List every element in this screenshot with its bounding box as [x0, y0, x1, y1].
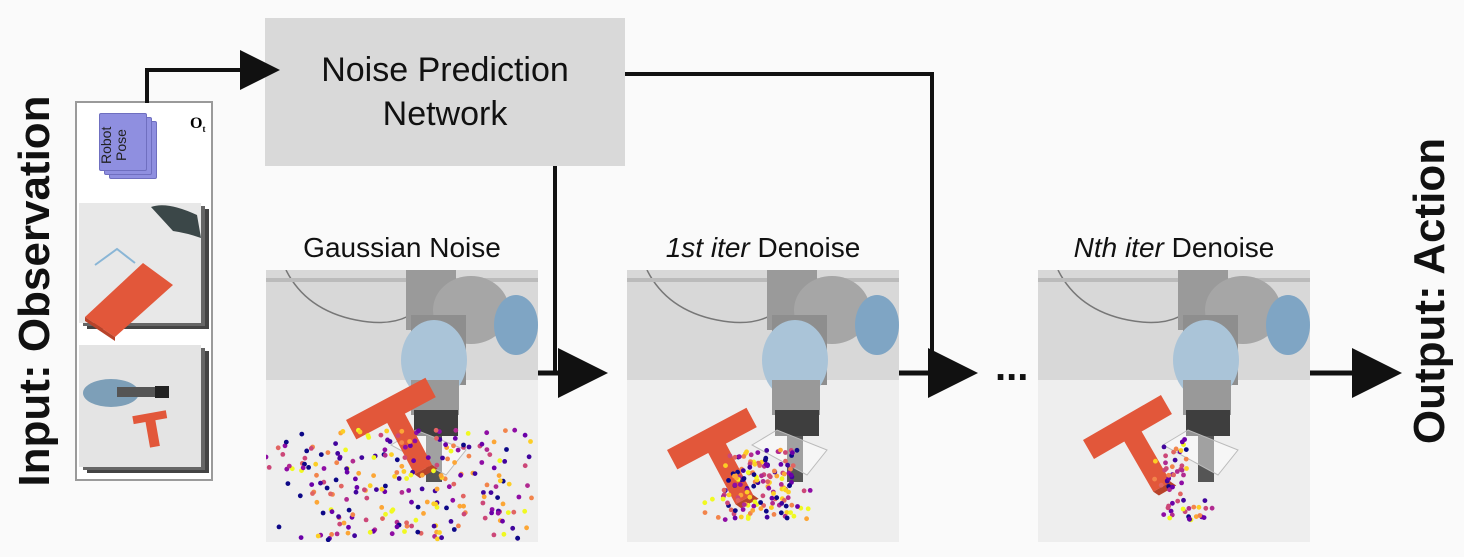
- network-title-line1: Noise Prediction: [321, 51, 569, 89]
- scene-gaussian-noise: [266, 270, 538, 542]
- scene-nth-iter: [1038, 270, 1310, 542]
- network-title-line2: Network: [382, 95, 508, 133]
- caption-first-iter: 1st iter Denoise: [665, 232, 861, 263]
- caption-nth-iter: Nth iter Denoise: [1073, 232, 1275, 263]
- scene-first-iter: [627, 270, 899, 542]
- noise-prediction-network-box: Noise Prediction Network: [265, 18, 625, 166]
- ellipsis: ...: [995, 345, 1029, 389]
- pose-card-front: [99, 113, 147, 171]
- observation-symbol: Ot: [190, 115, 206, 135]
- panel-gaussian-noise: [266, 270, 538, 542]
- panel-nth-iter: [1038, 270, 1310, 542]
- observation-card: [75, 101, 213, 481]
- observation-images: [79, 203, 209, 473]
- arrow-observation-to-network: [145, 50, 280, 103]
- caption-gaussian-noise: Gaussian Noise: [303, 232, 501, 263]
- arrow-network-to-nth: [625, 72, 934, 373]
- panel-first-iter: [627, 270, 899, 542]
